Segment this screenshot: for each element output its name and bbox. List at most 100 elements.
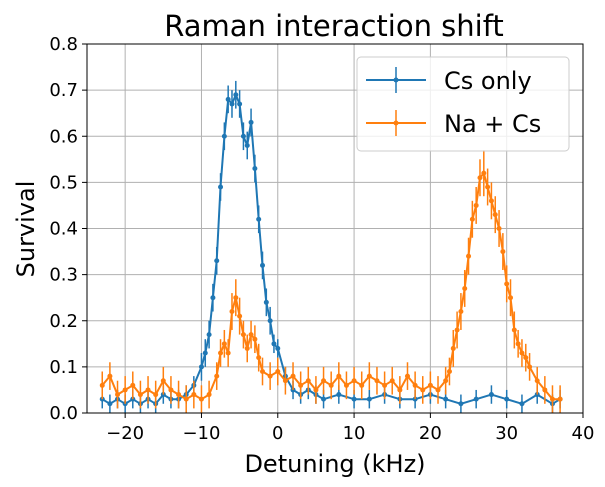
data-point: [366, 396, 372, 402]
data-point: [183, 396, 189, 402]
data-point: [225, 96, 231, 102]
data-point: [248, 332, 254, 338]
data-point: [313, 387, 319, 393]
data-point: [237, 101, 243, 107]
data-point: [519, 401, 525, 407]
x-tick-label: 0: [272, 423, 283, 444]
data-point: [248, 119, 254, 125]
data-point: [485, 184, 491, 190]
data-point: [153, 392, 159, 398]
data-point: [382, 382, 388, 388]
data-point: [256, 216, 262, 222]
legend-entry-cs-only: Cs only: [366, 67, 532, 95]
data-point: [145, 387, 151, 393]
data-point: [473, 202, 479, 208]
data-point: [206, 332, 212, 338]
data-point: [557, 396, 563, 402]
y-tick-label: 0.1: [49, 357, 78, 378]
data-point: [504, 396, 510, 402]
data-point: [160, 378, 166, 384]
data-point: [275, 368, 281, 374]
data-point: [389, 378, 395, 384]
data-point: [511, 327, 517, 333]
data-point: [221, 341, 227, 347]
data-point: [477, 175, 483, 181]
data-point: [240, 133, 246, 139]
y-tick-label: 0.5: [49, 172, 78, 193]
data-point: [404, 373, 410, 379]
data-point: [229, 309, 235, 315]
data-point: [214, 258, 220, 264]
data-point: [202, 350, 208, 356]
data-point: [198, 364, 204, 370]
data-point: [454, 327, 460, 333]
data-point: [260, 262, 266, 268]
data-point: [534, 378, 540, 384]
data-point: [168, 387, 174, 393]
data-point: [496, 226, 502, 231]
x-tick-label: 20: [419, 423, 442, 444]
y-tick-label: 0.0: [49, 403, 78, 424]
data-point: [244, 345, 250, 351]
x-tick-label: −10: [182, 423, 220, 444]
data-point: [435, 387, 441, 393]
data-point: [328, 382, 334, 388]
data-point: [218, 350, 224, 356]
data-point: [446, 368, 452, 374]
data-point: [237, 313, 243, 319]
data-point: [210, 295, 216, 301]
y-tick-label: 0.7: [49, 80, 78, 101]
data-point: [351, 396, 357, 402]
x-tick-label: 10: [343, 423, 366, 444]
data-point: [305, 378, 311, 384]
data-point: [115, 392, 121, 398]
data-point: [225, 350, 231, 356]
data-point: [504, 281, 510, 287]
data-point: [282, 378, 288, 384]
data-point: [233, 295, 239, 301]
data-point: [198, 396, 204, 402]
data-point: [130, 382, 136, 388]
data-point: [420, 387, 426, 393]
data-point: [122, 387, 128, 393]
legend: Cs only Na + Cs: [356, 56, 570, 152]
data-point: [267, 373, 273, 379]
data-point: [267, 318, 273, 324]
y-tick-label: 0.4: [49, 219, 78, 240]
data-point: [336, 392, 342, 398]
data-point: [275, 345, 281, 351]
data-point: [359, 382, 365, 388]
data-point: [450, 345, 456, 351]
data-point: [240, 332, 246, 338]
y-tick-label: 0.2: [49, 311, 78, 332]
data-point: [458, 309, 464, 315]
data-point: [321, 396, 327, 402]
data-point: [427, 382, 433, 388]
data-point: [508, 295, 514, 301]
data-point: [397, 387, 403, 393]
data-point: [523, 355, 529, 361]
data-point: [515, 341, 521, 347]
legend-label-cs-only: Cs only: [444, 67, 532, 95]
data-point: [214, 373, 220, 379]
data-point: [107, 373, 113, 379]
data-point: [443, 378, 449, 384]
data-point: [542, 387, 548, 393]
data-point: [191, 392, 197, 398]
data-point: [488, 198, 494, 204]
x-tick-label: 40: [572, 423, 595, 444]
data-point: [298, 382, 304, 388]
data-point: [321, 378, 327, 384]
data-point: [336, 373, 342, 379]
data-point: [473, 396, 479, 402]
data-point: [252, 336, 258, 342]
data-point: [492, 212, 498, 218]
data-point: [519, 350, 525, 356]
data-point: [549, 396, 555, 402]
series-layer: [99, 80, 563, 413]
data-point: [137, 392, 143, 398]
data-point: [469, 216, 475, 222]
data-point: [481, 170, 487, 176]
data-point: [263, 299, 269, 305]
